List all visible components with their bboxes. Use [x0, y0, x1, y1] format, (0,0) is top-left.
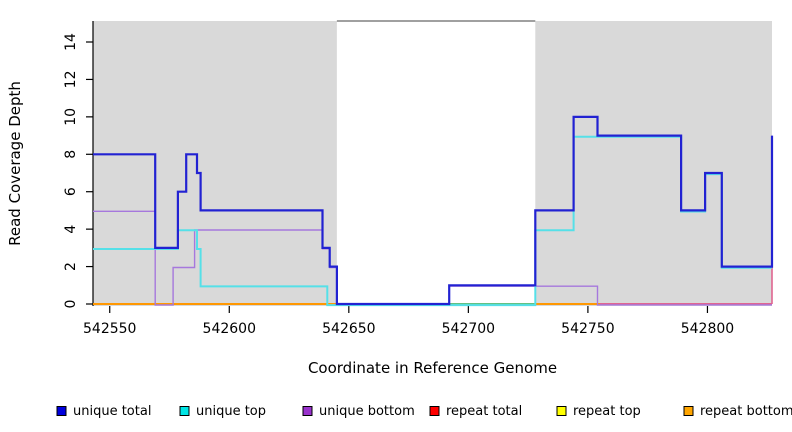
y-tick-label: 0 [63, 300, 79, 309]
shaded-region [93, 21, 337, 306]
y-tick-label: 2 [63, 262, 79, 271]
y-tick-label: 6 [63, 187, 79, 196]
legend-swatch-unique-total [56, 406, 67, 416]
y-tick-label: 12 [63, 71, 79, 89]
legend-swatch-repeat-top [556, 406, 567, 416]
series-line-unique-total [93, 115, 774, 306]
x-tick-label: 542800 [681, 321, 734, 337]
legend-swatch-repeat-bottom [683, 406, 694, 416]
legend-label-repeat-total: repeat total [446, 404, 522, 419]
legend-swatch-repeat-total [429, 406, 440, 416]
x-axis-title: Coordinate in Reference Genome [308, 359, 557, 377]
x-tick-label: 542550 [83, 321, 136, 337]
legend-label-unique-top: unique top [196, 404, 266, 419]
y-axis-title: Read Coverage Depth [6, 81, 24, 246]
y-tick-label: 4 [63, 225, 79, 234]
y-tick-label: 14 [63, 33, 79, 51]
legend-label-unique-bottom: unique bottom [319, 404, 415, 419]
legend-swatch-unique-top [179, 406, 190, 416]
x-tick-label: 542750 [561, 321, 614, 337]
x-tick-label: 542700 [442, 321, 495, 337]
x-tick-label: 542650 [322, 321, 375, 337]
y-tick-label: 10 [63, 108, 79, 126]
legend-swatch-unique-bottom [302, 406, 313, 416]
x-tick-label: 542600 [203, 321, 256, 337]
legend-label-repeat-top: repeat top [573, 404, 641, 419]
legend-label-unique-total: unique total [73, 404, 151, 419]
shaded-region [535, 21, 772, 306]
legend-label-repeat-bottom: repeat bottom [700, 404, 792, 419]
y-tick-label: 8 [63, 150, 79, 159]
